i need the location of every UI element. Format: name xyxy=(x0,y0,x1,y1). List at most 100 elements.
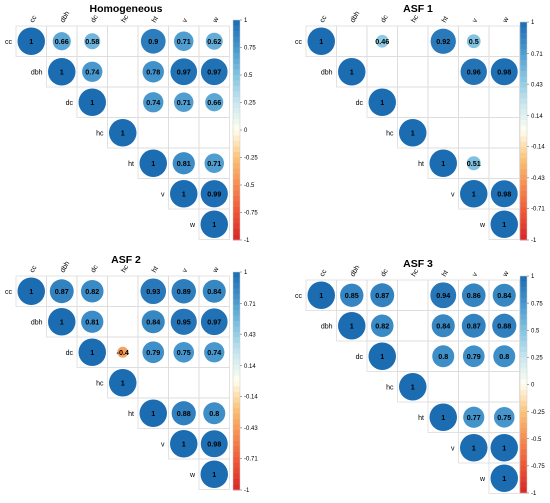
colorbar-step xyxy=(520,76,527,83)
colorbar-tick-label: -0.14 xyxy=(244,394,258,400)
corr-panel-4: ASF 3 cc dbh dc hc ht v w cc dbh dc hc ht v w 1 0.85 0.87… xyxy=(295,258,545,497)
corr-circle-dc-ht xyxy=(432,345,455,368)
corr-value-v-v: 1 xyxy=(472,443,476,452)
corr-circle-hc-hc xyxy=(109,119,137,147)
corr-circle-cc-v xyxy=(171,279,196,304)
corr-value-dbh-ht: 0.84 xyxy=(436,321,450,330)
colorbar-step xyxy=(520,427,527,434)
colorbar-step xyxy=(233,440,240,447)
corr-circle-ht-v xyxy=(172,152,195,175)
colorbar-step xyxy=(520,169,527,175)
col-label-hc: hc xyxy=(120,264,130,274)
grid-cell xyxy=(198,117,230,149)
corr-circle-dbh-dc xyxy=(82,61,103,82)
corr-circle-dc-w xyxy=(493,345,516,368)
colorbar-step xyxy=(520,297,527,304)
corr-value-dbh-ht: 0.78 xyxy=(146,67,160,76)
corr-value-dbh-v: 0.97 xyxy=(177,67,191,76)
row-label-v: v xyxy=(161,441,165,448)
corr-value-dbh-dc: 0.81 xyxy=(85,317,99,326)
grid-cell xyxy=(397,25,429,57)
grid-cell xyxy=(488,462,520,494)
colorbar-tick-label: -0.25 xyxy=(531,410,545,416)
colorbar-step xyxy=(233,31,240,37)
colorbar-tick-label: -0.75 xyxy=(244,211,258,217)
colorbar-step xyxy=(520,281,527,288)
corr-value-dbh-dbh: 1 xyxy=(350,67,354,76)
colorbar-step xyxy=(520,207,527,214)
corr-circle-hc-hc xyxy=(399,119,427,147)
corr-circle-hc-hc xyxy=(109,369,137,397)
colorbar-step xyxy=(233,299,240,306)
colorbar-step xyxy=(520,65,527,72)
colorbar-step xyxy=(233,141,240,147)
colorbar-tick-label: 0.43 xyxy=(531,82,543,88)
corr-value-v-v: 1 xyxy=(182,439,186,448)
colorbar-step xyxy=(233,353,240,360)
col-label-dbh: dbh xyxy=(59,260,71,274)
corr-value-cc-ht: 0.9 xyxy=(148,37,158,46)
corr-circle-dbh-ht xyxy=(142,61,164,83)
grid-cell xyxy=(198,458,230,490)
corr-value-ht-w: 0.8 xyxy=(209,409,219,418)
colorbar-step xyxy=(233,326,240,333)
corr-circle-cc-dc xyxy=(375,34,389,48)
corr-value-cc-ht: 0.92 xyxy=(436,37,450,46)
colorbar-step xyxy=(233,75,240,81)
colorbar-step xyxy=(233,310,240,316)
colorbar-step xyxy=(520,417,527,423)
corr-value-dc-ht: 0.8 xyxy=(438,352,448,361)
corr-value-dc-v: 0.71 xyxy=(177,98,191,107)
colorbar-step xyxy=(233,381,240,387)
colorbar-step xyxy=(233,36,240,43)
colorbar-step xyxy=(233,185,240,191)
colorbar-tick-label: 0 xyxy=(244,128,248,134)
grid-cell xyxy=(427,56,459,88)
colorbar-frame xyxy=(519,21,528,241)
corr-circle-dbh-v xyxy=(460,58,487,85)
colorbar-step xyxy=(233,342,240,349)
row-label-ht: ht xyxy=(128,411,134,418)
colorbar-step xyxy=(233,47,240,54)
corr-value-v-w: 0.99 xyxy=(207,189,221,198)
col-label-hc: hc xyxy=(120,14,130,24)
colorbar-legend: 1 0.71 0.43 0.14 -0.14 -0.43 -0.71 -1 xyxy=(232,270,258,494)
colorbar-step xyxy=(233,91,240,98)
colorbar-step xyxy=(520,81,527,88)
corr-circle-dc-v xyxy=(462,345,485,368)
corr-value-dc-ht: 0.74 xyxy=(146,98,160,107)
corr-value-cc-v: 0.86 xyxy=(467,291,481,300)
corr-value-dc-dc: 1 xyxy=(380,352,384,361)
colorbar-step xyxy=(233,124,240,131)
colorbar-step xyxy=(520,341,527,347)
colorbar-step xyxy=(520,229,527,235)
colorbar-step xyxy=(520,71,527,77)
corr-circle-dbh-dc xyxy=(81,310,104,333)
colorbar-step xyxy=(233,391,240,398)
corr-value-dbh-v: 0.87 xyxy=(467,321,481,330)
grid-cell xyxy=(458,371,490,403)
col-label-cc: cc xyxy=(29,264,39,274)
corr-value-dbh-dbh: 1 xyxy=(60,317,64,326)
colorbar-step xyxy=(233,223,240,230)
colorbar-step xyxy=(233,364,240,371)
colorbar-step xyxy=(520,43,527,50)
colorbar-step xyxy=(233,174,240,180)
colorbar-step xyxy=(520,438,527,445)
row-label-cc: cc xyxy=(5,39,13,46)
colorbar-step xyxy=(520,324,527,331)
col-label-dbh: dbh xyxy=(349,264,361,278)
corr-circle-cc-v xyxy=(173,31,194,52)
colorbar-step xyxy=(233,190,240,197)
corr-circle-cc-cc xyxy=(307,281,335,309)
row-label-dc: dc xyxy=(66,100,74,107)
row-label-ht: ht xyxy=(128,161,134,168)
corr-value-dc-w: 0.8 xyxy=(499,352,509,361)
corr-circle-v-v xyxy=(460,434,488,462)
corr-circle-ht-w xyxy=(493,406,515,428)
colorbar-step xyxy=(520,54,527,61)
corr-value-dbh-w: 0.97 xyxy=(207,67,221,76)
corr-circle-cc-dbh xyxy=(340,283,364,307)
col-label-ht: ht xyxy=(441,15,450,24)
colorbar-step xyxy=(520,335,527,342)
